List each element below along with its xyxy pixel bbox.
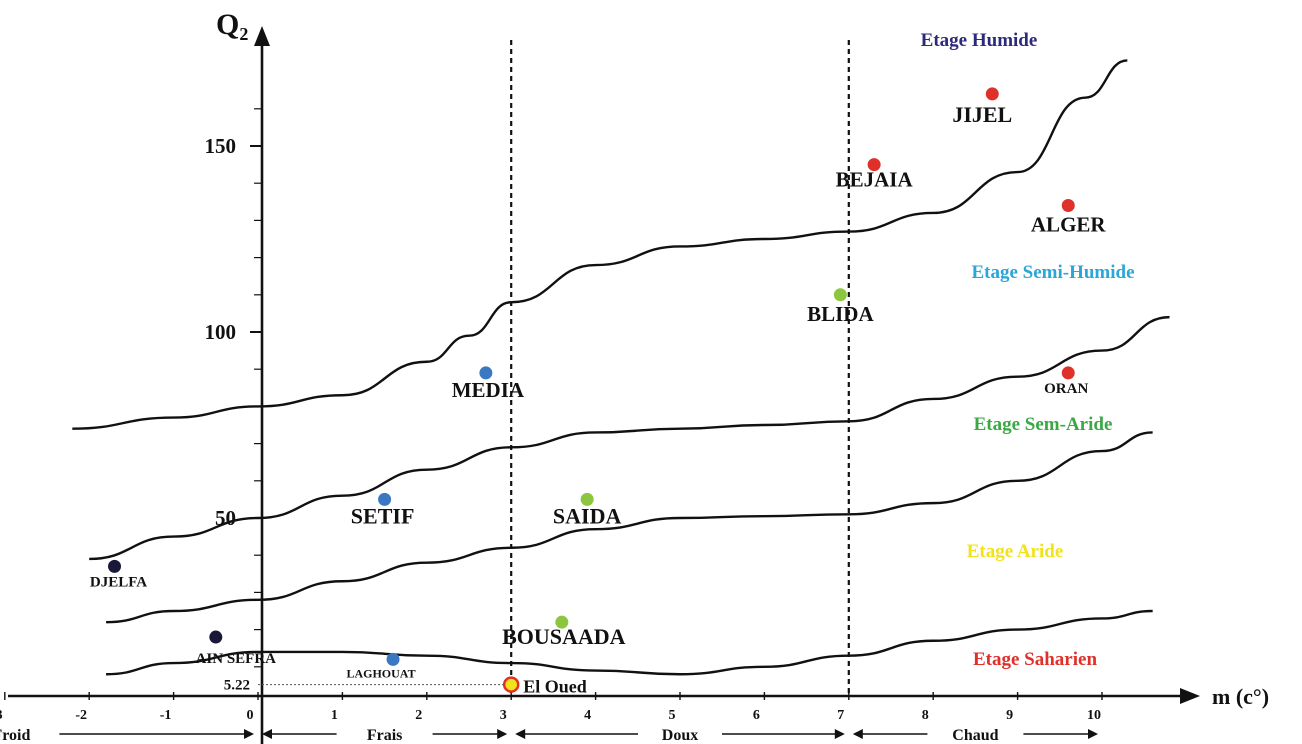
x-tick-label: 7 <box>837 708 844 723</box>
zone-arrow-head <box>497 729 508 739</box>
city-label-setif: SETIF <box>351 503 415 528</box>
city-label-el-oued: El Oued <box>523 677 587 697</box>
point-blida <box>833 288 847 302</box>
x-tick-label: 2 <box>415 708 422 723</box>
city-label-alger: ALGER <box>1031 213 1107 237</box>
zone-arrow-head <box>1088 729 1098 739</box>
x-tick-label: 10 <box>1087 708 1101 723</box>
city-label-ain-sefra: AIN SEFRA <box>196 651 277 667</box>
x-tick-label: 8 <box>922 708 929 723</box>
zone-label-doux: Doux <box>662 727 698 744</box>
zone-arrow-head <box>515 729 526 739</box>
y-tick-label: 50 <box>215 506 236 530</box>
point-oran <box>1061 366 1075 380</box>
x-tick-label: 3 <box>500 708 507 723</box>
zone-label-frais: Frais <box>367 727 403 744</box>
point-setif <box>378 492 392 506</box>
zone-arrow-head <box>244 729 254 739</box>
stage-label: Etage Humide <box>921 30 1038 51</box>
city-label-bousaada: BOUSAADA <box>502 624 626 649</box>
zone-arrow-head <box>262 729 272 739</box>
point-bousaada <box>555 615 569 629</box>
boundary-curve-4 <box>106 609 1153 676</box>
point-bejaia <box>867 158 881 172</box>
zone-arrow-head <box>834 729 845 739</box>
x-axis-label: m (c°) <box>1212 684 1269 709</box>
city-label-bejaia: BEJAIA <box>836 168 914 192</box>
point-jijel <box>985 87 999 101</box>
x-axis-arrow <box>1180 688 1200 704</box>
city-label-jijel: JIJEL <box>952 102 1012 127</box>
zone-arrow-head <box>852 729 863 739</box>
city-label-djelfa: DJELFA <box>90 574 147 590</box>
x-tick-label: -2 <box>75 708 87 723</box>
point-media <box>479 366 493 380</box>
city-label-blida: BLIDA <box>807 302 874 326</box>
city-label-media: MEDIA <box>452 378 525 402</box>
point-saida <box>580 492 594 506</box>
y-tick-label: 150 <box>205 134 237 158</box>
x-tick-label: 5 <box>669 708 676 723</box>
point-djelfa <box>108 559 122 573</box>
stage-label: Etage Aride <box>967 541 1064 562</box>
point-ain-sefra <box>209 630 223 644</box>
value-label: 5.22 <box>224 678 250 694</box>
x-tick-label: 9 <box>1006 708 1013 723</box>
point-alger <box>1061 199 1075 213</box>
stage-label: Etage Semi-Humide <box>971 262 1134 283</box>
stage-label: Etage Sem-Aride <box>974 414 1113 435</box>
y-tick-label: 100 <box>205 320 237 344</box>
point-laghouat <box>386 652 400 666</box>
point-el-oued <box>502 676 520 693</box>
city-label-oran: ORAN <box>1044 381 1088 397</box>
city-label-saida: SAIDA <box>553 503 622 528</box>
x-tick-label: 0 <box>247 708 254 723</box>
x-tick-label: -1 <box>160 708 172 723</box>
zone-label-chaud: Chaud <box>952 727 998 744</box>
boundary-curve-3 <box>106 431 1153 624</box>
boundary-curve-2 <box>89 315 1170 561</box>
y-axis-arrow <box>254 26 270 46</box>
city-label-laghouat: LAGHOUAT <box>346 666 415 680</box>
x-tick-label: 1 <box>331 708 338 723</box>
x-tick-label: 6 <box>753 708 760 723</box>
boundary-curve-1 <box>72 59 1128 430</box>
y-axis-label: Q₂ <box>216 8 248 41</box>
zone-label-froid: Froid <box>0 727 30 744</box>
x-tick-label: 4 <box>584 708 591 723</box>
x-tick-label: -3 <box>0 708 3 723</box>
stage-label: Etage Saharien <box>973 649 1097 670</box>
